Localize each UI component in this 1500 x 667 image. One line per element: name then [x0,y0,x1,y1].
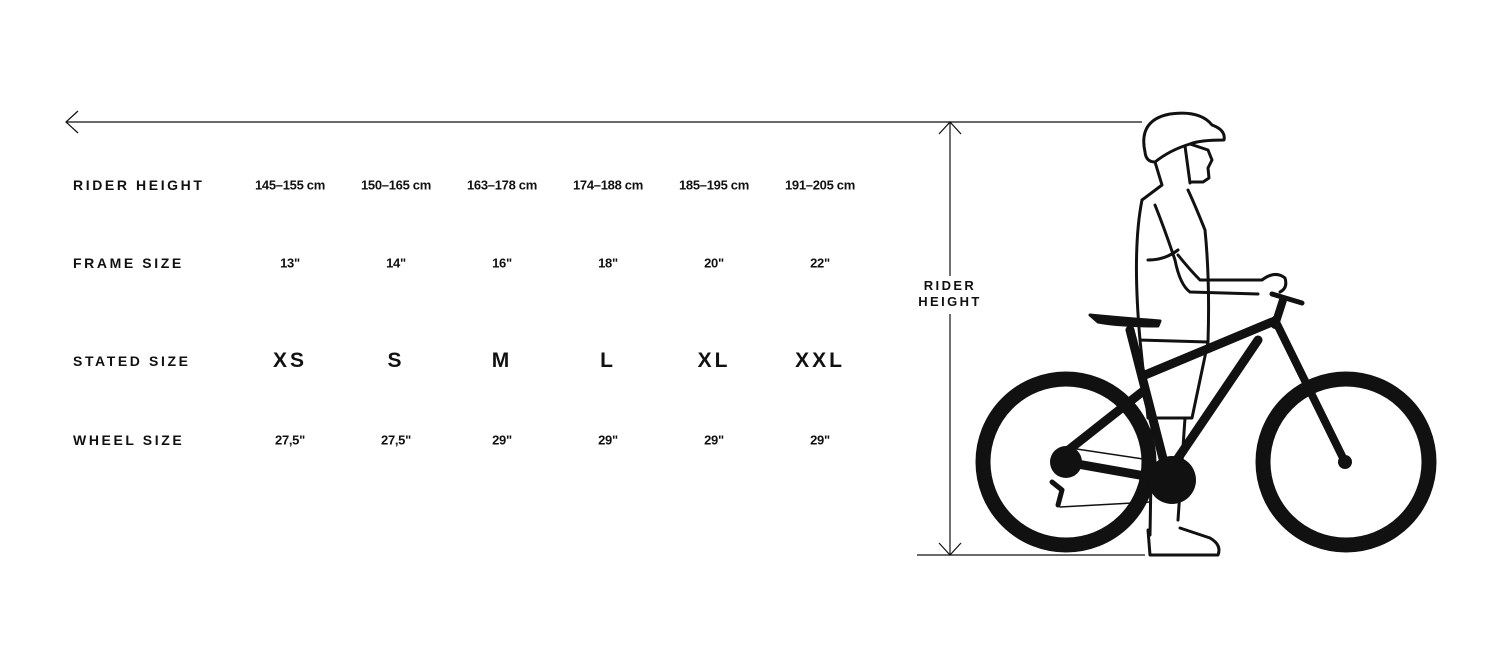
bike-icon [975,291,1437,553]
label-line-2: HEIGHT [918,294,982,309]
row-label: RIDER HEIGHT [73,177,205,193]
table-cell: 18" [598,255,618,271]
table-cell: 29" [810,432,830,448]
table-cell: 145–155 cm [254,177,325,193]
table-cell: 13" [280,255,300,271]
table-cell: 150–165 cm [360,177,431,193]
dimension-lines [65,110,1145,556]
row-label: FRAME SIZE [73,255,184,271]
table-cell: 29" [492,432,512,448]
rear-wheel [975,371,1157,553]
face [1188,142,1214,184]
shoes [1146,526,1221,557]
table-cell: 185–195 cm [678,177,749,193]
saddle [1088,313,1162,328]
torso [1134,188,1211,344]
table-cell: 16" [492,255,512,271]
table-cell: 20" [704,255,724,271]
table-cell: 191–205 cm [784,177,855,193]
shorts [1138,338,1210,420]
table-cell: XS [272,349,307,372]
arm [1153,203,1288,296]
table-cell: XXL [795,349,845,372]
up-arrow-head-icon [938,121,962,135]
head-back [1140,160,1164,202]
table-cell: 174–188 cm [572,177,643,193]
table-cell: M [491,349,513,372]
fork [1271,316,1349,466]
front-wheel [1255,371,1437,553]
table-cell: XL [697,349,731,372]
table-cell: 27,5" [381,432,411,448]
chainring [1148,456,1196,504]
rider-icon [1134,111,1288,557]
table-cell: 163–178 cm [466,177,537,193]
table-cell: 29" [704,432,724,448]
label-line-1: RIDER [923,278,977,293]
table-cell: 27,5" [275,432,305,448]
cassette [1050,446,1082,478]
left-arrow-head-icon [65,110,79,134]
row-label: WHEEL SIZE [73,432,185,448]
handlebar [1269,291,1305,306]
sleeve [1146,248,1180,262]
table-cell: 29" [598,432,618,448]
helmet [1142,111,1226,164]
row-label: STATED SIZE [73,353,191,369]
table-cell: S [387,349,405,372]
legs [1148,416,1187,537]
table-cell: 22" [810,255,830,271]
rider-height-dimension-label: RIDER HEIGHT [900,278,1000,310]
table-cell: 14" [386,255,406,271]
table-cell: L [600,349,616,372]
